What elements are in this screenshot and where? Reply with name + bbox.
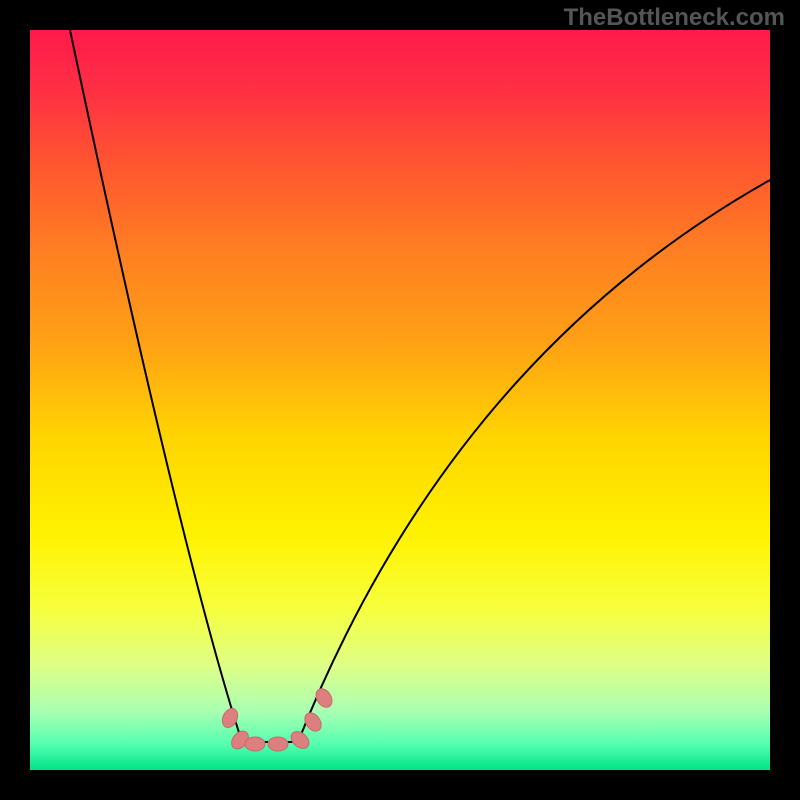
curve-svg xyxy=(0,0,800,800)
bottleneck-curve xyxy=(70,30,770,742)
chart-frame: TheBottleneck.com xyxy=(0,0,800,800)
curve-marker xyxy=(313,686,335,710)
curve-marker xyxy=(288,728,312,752)
curve-marker xyxy=(245,737,265,751)
curve-marker xyxy=(302,710,325,734)
curve-marker xyxy=(268,737,288,751)
